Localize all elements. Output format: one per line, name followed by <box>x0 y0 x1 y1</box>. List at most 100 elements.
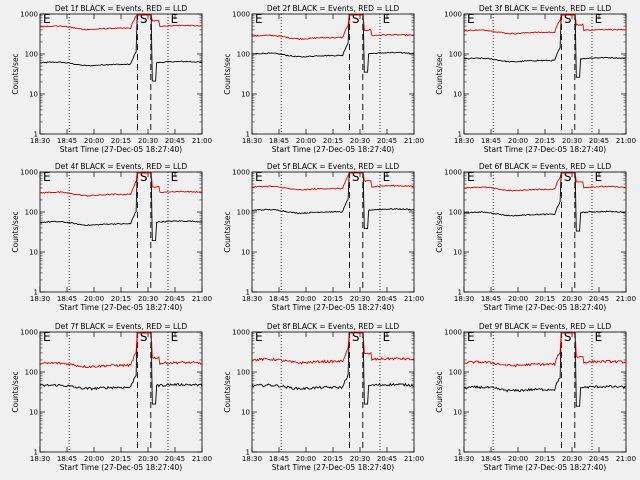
x-tick-label: 18:45 <box>269 455 289 463</box>
chart-panel-4: Det 4f BLACK = Events, RED = LLD 1 10 100 10… <box>11 162 212 312</box>
chart-panel-3: Det 3f BLACK = Events, RED = LLD 1 10 100 10… <box>435 4 636 154</box>
x-tick-label: 20:30 <box>350 137 370 145</box>
chart-panel-8: Det 8f BLACK = Events, RED = LLD 1 10 100 10… <box>223 322 424 472</box>
y-tick-label: 1000 <box>20 11 38 19</box>
x-tick-label: 20:45 <box>589 295 609 303</box>
y-tick-label: 10 <box>29 91 38 99</box>
marker-S: S <box>564 330 572 344</box>
x-tick-label: 20:15 <box>535 455 555 463</box>
x-tick-label: 18:30 <box>454 137 474 145</box>
y-tick-label: 1 <box>246 289 250 297</box>
y-tick-label: 1000 <box>444 11 462 19</box>
y-tick-label: 100 <box>237 369 250 377</box>
chart-title: Det 7f BLACK = Events, RED = LLD <box>55 322 188 331</box>
y-tick-label: 100 <box>449 369 462 377</box>
x-axis-label: Start Time (27-Dec-05 18:27:40) <box>272 463 394 472</box>
x-tick-label: 20:00 <box>296 137 316 145</box>
chart-panel-6: Det 6f BLACK = Events, RED = LLD 1 10 100 10… <box>435 162 636 312</box>
x-tick-label: 21:00 <box>404 137 424 145</box>
events-series-line <box>251 14 415 73</box>
plot-frame <box>39 171 203 293</box>
lld-series-line <box>251 332 415 365</box>
x-tick-label: 20:15 <box>535 137 555 145</box>
x-tick-label: 20:00 <box>84 137 104 145</box>
x-tick-label: 18:30 <box>242 455 262 463</box>
marker-E-right: E <box>595 330 603 344</box>
x-tick-label: 18:45 <box>57 295 77 303</box>
chart-title: Det 3f BLACK = Events, RED = LLD <box>479 4 612 13</box>
events-series-line <box>251 332 415 405</box>
marker-S: S <box>352 330 360 344</box>
chart-panel-1: Det 1f BLACK = Events, RED = LLD 1 10 100 10… <box>11 4 212 154</box>
y-tick-label: 10 <box>453 91 462 99</box>
y-axis-label: Counts/sec <box>11 53 20 94</box>
x-tick-label: 18:30 <box>30 137 50 145</box>
x-tick-label: 20:30 <box>350 295 370 303</box>
y-tick-label: 100 <box>25 51 38 59</box>
x-axis-label: Start Time (27-Dec-05 18:27:40) <box>272 145 394 154</box>
marker-E-right: E <box>171 170 179 184</box>
marker-S: S <box>140 170 148 184</box>
x-tick-label: 20:00 <box>84 295 104 303</box>
x-tick-label: 18:45 <box>481 137 501 145</box>
events-series-line <box>463 14 627 78</box>
x-tick-label: 20:30 <box>562 137 582 145</box>
x-axis-label: Start Time (27-Dec-05 18:27:40) <box>60 303 182 312</box>
x-tick-label: 18:45 <box>269 295 289 303</box>
y-tick-label: 1 <box>458 449 462 457</box>
x-axis-label: Start Time (27-Dec-05 18:27:40) <box>272 303 394 312</box>
x-tick-label: 20:45 <box>377 295 397 303</box>
x-tick-label: 20:45 <box>165 295 185 303</box>
x-tick-label: 20:45 <box>589 455 609 463</box>
y-tick-label: 1000 <box>232 11 250 19</box>
marker-E-left: E <box>467 170 475 184</box>
x-tick-label: 18:30 <box>30 455 50 463</box>
chart-title: Det 2f BLACK = Events, RED = LLD <box>267 4 400 13</box>
chart-title: Det 1f BLACK = Events, RED = LLD <box>55 4 188 13</box>
x-tick-label: 20:45 <box>165 137 185 145</box>
x-tick-label: 20:00 <box>84 455 104 463</box>
lld-series-line <box>251 172 415 191</box>
y-tick-label: 1 <box>34 289 38 297</box>
x-tick-label: 18:45 <box>57 455 77 463</box>
y-tick-label: 1 <box>34 131 38 139</box>
y-tick-label: 100 <box>237 51 250 59</box>
y-tick-label: 100 <box>25 209 38 217</box>
y-tick-label: 10 <box>29 249 38 257</box>
y-tick-label: 1 <box>246 131 250 139</box>
marker-E-left: E <box>255 330 263 344</box>
marker-E-right: E <box>171 12 179 26</box>
x-tick-label: 20:00 <box>296 455 316 463</box>
chart-panel-7: Det 7f BLACK = Events, RED = LLD 1 10 100 10… <box>11 322 212 472</box>
x-tick-label: 20:15 <box>111 137 131 145</box>
events-series-line <box>39 14 203 82</box>
x-tick-label: 20:45 <box>589 137 609 145</box>
y-axis-label: Counts/sec <box>11 371 20 412</box>
y-tick-label: 100 <box>25 369 38 377</box>
marker-S: S <box>140 12 148 26</box>
chart-panel-2: Det 2f BLACK = Events, RED = LLD 1 10 100 10… <box>223 4 424 154</box>
x-axis-label: Start Time (27-Dec-05 18:27:40) <box>60 145 182 154</box>
y-tick-label: 1 <box>458 289 462 297</box>
x-tick-label: 20:30 <box>350 455 370 463</box>
x-tick-label: 20:45 <box>165 455 185 463</box>
x-tick-label: 20:15 <box>323 137 343 145</box>
y-tick-label: 100 <box>449 209 462 217</box>
y-tick-label: 10 <box>241 91 250 99</box>
y-tick-label: 1 <box>34 449 38 457</box>
x-tick-label: 18:30 <box>242 137 262 145</box>
lld-series-line <box>251 14 415 40</box>
y-tick-label: 10 <box>241 409 250 417</box>
marker-E-right: E <box>383 170 391 184</box>
x-tick-label: 21:00 <box>192 455 212 463</box>
x-tick-label: 20:15 <box>111 455 131 463</box>
chart-title: Det 5f BLACK = Events, RED = LLD <box>267 162 400 171</box>
plot-frame <box>251 171 415 293</box>
lld-series-line <box>39 172 202 197</box>
y-tick-label: 100 <box>449 51 462 59</box>
y-tick-label: 1 <box>458 131 462 139</box>
events-series-line <box>463 332 627 407</box>
marker-S: S <box>352 12 360 26</box>
events-series-line <box>39 172 203 242</box>
